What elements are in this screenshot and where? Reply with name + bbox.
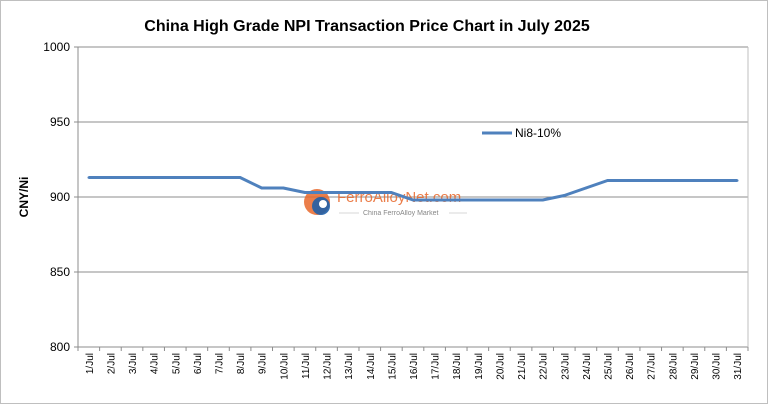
x-axis-ticks: 1/Jul 2/Jul 3/Jul 4/Jul 5/Jul 6/Jul 7/Jul 8/Jul… [77, 347, 749, 380]
x-tick-label: 3/Jul [128, 353, 139, 374]
data-point [714, 179, 717, 182]
data-point [476, 198, 480, 202]
x-tick-label: 27/Jul [647, 353, 658, 380]
y-tick-label: 900 [50, 190, 70, 204]
data-point [368, 191, 372, 194]
x-tick-label: 8/Jul [236, 353, 247, 374]
chart-title: China High Grade NPI Transaction Price C… [144, 18, 590, 35]
data-point [195, 176, 199, 179]
data-point [325, 191, 328, 194]
x-tick-label: 24/Jul [582, 353, 593, 380]
y-tick-label: 1000 [43, 40, 70, 54]
data-point [390, 191, 393, 194]
data-point [217, 176, 220, 179]
data-point [173, 176, 177, 179]
x-tick-label: 26/Jul [625, 353, 636, 380]
data-point [411, 198, 415, 202]
x-tick-label: 5/Jul [171, 353, 182, 374]
x-tick-label: 29/Jul [690, 353, 701, 380]
data-point [152, 176, 155, 179]
x-tick-label: 15/Jul [387, 353, 398, 380]
x-tick-label: 16/Jul [409, 353, 420, 380]
legend-label-ni8-10: Ni8-10% [515, 126, 561, 140]
data-point [671, 179, 674, 182]
data-point [109, 176, 112, 179]
watermark-tagline: China FerroAlloy Market [363, 210, 439, 217]
data-point [606, 179, 609, 182]
x-tick-label: 6/Jul [193, 353, 204, 374]
y-axis-ticks: 1000 950 900 850 800 [43, 40, 78, 354]
x-tick-label: 13/Jul [344, 353, 355, 380]
legend: Ni8-10% [482, 126, 561, 140]
data-point [735, 179, 739, 182]
x-tick-label: 28/Jul [668, 353, 679, 380]
y-tick-label: 850 [50, 265, 70, 279]
data-point [346, 191, 350, 194]
data-point [627, 179, 631, 182]
data-point [692, 179, 696, 182]
y-tick-label: 800 [50, 340, 70, 354]
x-tick-label: 21/Jul [517, 353, 528, 380]
data-point [541, 198, 544, 202]
data-point [260, 186, 264, 190]
x-tick-label: 7/Jul [214, 353, 225, 374]
y-axis-label: CNY/Ni [17, 177, 31, 218]
x-tick-label: 9/Jul [258, 353, 269, 374]
x-tick-label: 17/Jul [431, 353, 442, 380]
x-tick-label: 19/Jul [474, 353, 485, 380]
data-point [238, 176, 242, 179]
data-point [498, 198, 501, 202]
x-tick-label: 2/Jul [106, 353, 117, 374]
data-point [584, 186, 588, 190]
data-point [519, 198, 523, 202]
x-tick-label: 14/Jul [366, 353, 377, 380]
x-tick-label: 30/Jul [712, 353, 723, 380]
x-tick-label: 12/Jul [323, 353, 334, 380]
data-point [649, 179, 653, 182]
x-tick-label: 22/Jul [539, 353, 550, 380]
data-point [454, 198, 458, 202]
x-tick-label: 11/Jul [301, 353, 312, 379]
data-point [303, 191, 307, 194]
x-tick-label: 18/Jul [452, 353, 463, 380]
x-tick-label: 10/Jul [279, 353, 290, 380]
series-layer [87, 176, 739, 202]
data-point [87, 176, 91, 179]
data-point [562, 194, 566, 197]
x-tick-label: 20/Jul [495, 353, 506, 380]
y-tick-label: 950 [50, 115, 70, 129]
data-point [433, 198, 436, 202]
data-point [282, 186, 285, 190]
x-tick-label: 23/Jul [560, 353, 571, 380]
x-tick-label: 31/Jul [733, 353, 744, 380]
watermark-logo-icon [304, 189, 330, 215]
data-point [130, 176, 134, 179]
x-tick-label: 4/Jul [150, 353, 161, 374]
x-tick-label: 25/Jul [604, 353, 615, 380]
x-tick-label: 1/Jul [85, 353, 96, 374]
